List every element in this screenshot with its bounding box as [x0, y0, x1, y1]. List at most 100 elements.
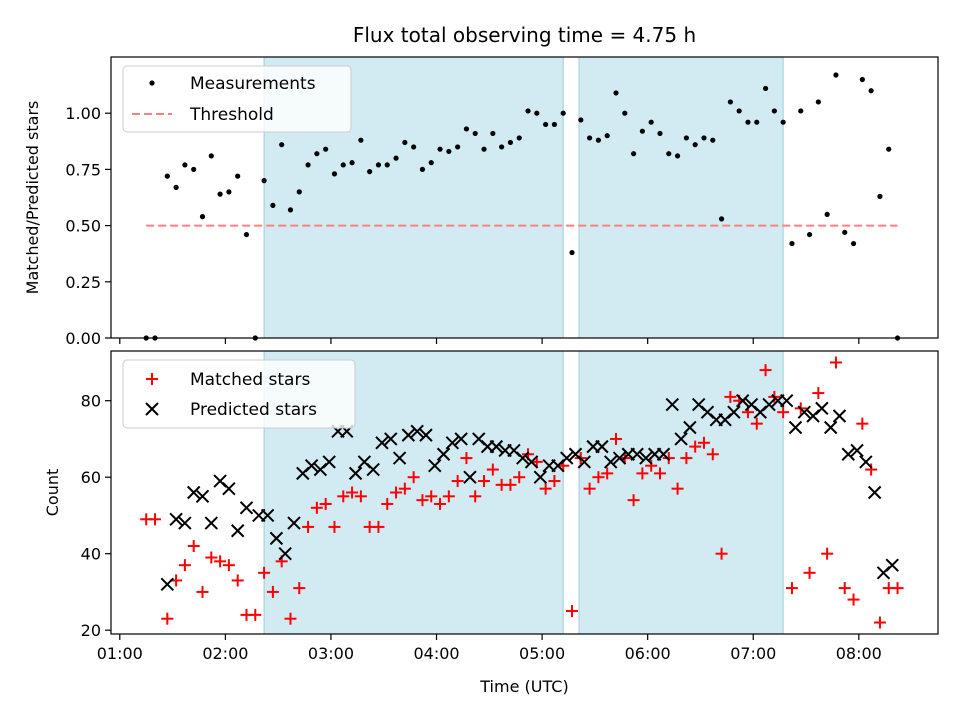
y-ticks: 20 40 60 80: [81, 392, 111, 640]
matched-point: [513, 471, 526, 484]
matched-point: [328, 520, 341, 533]
matched-point: [337, 490, 350, 503]
y-tick-label: 60: [81, 468, 101, 487]
predicted-point: [304, 459, 319, 473]
shaded-interval: [579, 351, 784, 634]
predicted-point: [656, 447, 671, 461]
data-point: [780, 119, 786, 125]
data-point: [622, 110, 628, 116]
data-point: [789, 240, 795, 247]
matched-point: [302, 520, 315, 533]
data-point: [736, 108, 742, 114]
matched-point: [266, 585, 279, 598]
matched-point: [671, 482, 684, 495]
data-point: [886, 146, 892, 152]
data-point: [657, 130, 663, 137]
data-point: [182, 162, 188, 168]
data-point: [446, 148, 452, 155]
y-tick-label: 0.00: [65, 329, 101, 348]
x-ticks: [119, 338, 860, 344]
legend: Measurements Threshold: [122, 65, 352, 133]
data-point: [525, 108, 531, 114]
matched-point: [609, 432, 622, 445]
data-point: [199, 214, 206, 220]
x-tick-label: 02:00: [202, 644, 248, 663]
data-point: [639, 128, 645, 134]
data-point: [806, 231, 813, 238]
data-point: [859, 76, 865, 83]
count-points: [140, 356, 904, 629]
data-point: [305, 162, 311, 168]
matched-point: [812, 387, 825, 400]
y-tick-label: 80: [81, 392, 101, 411]
predicted-point: [489, 439, 504, 454]
matched-point: [398, 482, 411, 495]
plot-frame: [110, 350, 939, 635]
matched-point: [873, 616, 886, 629]
predicted-point: [260, 508, 275, 523]
legend-box: [122, 359, 356, 429]
legend-label-matched: Matched stars: [190, 370, 310, 390]
data-point: [842, 229, 848, 235]
predicted-point: [348, 466, 363, 481]
chart-title: Flux total observing time = 4.75 h: [353, 23, 696, 47]
data-point: [798, 108, 804, 114]
data-point: [604, 133, 610, 139]
matched-point: [460, 452, 473, 465]
predicted-point: [560, 451, 574, 465]
legend-box: [122, 65, 352, 133]
y-tick-label: 20: [81, 621, 101, 640]
matched-point: [504, 478, 517, 491]
data-point: [393, 155, 399, 161]
matched-point: [759, 364, 772, 377]
matched-point: [222, 559, 235, 572]
matched-point: [469, 490, 482, 503]
matched-point: [346, 486, 359, 499]
predicted-point: [401, 428, 416, 442]
data-point: [674, 153, 681, 159]
data-point: [718, 216, 725, 222]
legend-plus-marker: [146, 373, 158, 385]
x-tick-label: 06:00: [625, 644, 671, 663]
matched-point: [539, 482, 552, 495]
data-point: [331, 171, 338, 177]
data-point: [710, 137, 716, 143]
data-point: [666, 151, 672, 157]
matched-point: [249, 608, 262, 621]
matched-point: [214, 555, 227, 568]
x-tick-label: 08:00: [836, 644, 882, 663]
ratio-panel: Flux total observing time = 4.75 h 0.000…: [23, 23, 939, 348]
matched-point: [785, 582, 798, 595]
x-tick-label: 07:00: [730, 644, 776, 663]
data-point: [630, 151, 637, 157]
matched-point: [478, 475, 491, 488]
data-point: [516, 135, 522, 141]
data-point: [402, 139, 408, 146]
predicted-point: [419, 428, 433, 442]
data-point: [217, 191, 223, 197]
data-point: [287, 207, 294, 213]
predicted-point: [436, 447, 451, 461]
matched-point: [486, 463, 499, 476]
y-ticks: 0.00 0.25 0.50 0.75 1.00: [65, 104, 111, 348]
data-point: [235, 173, 241, 179]
data-point: [648, 119, 654, 125]
shaded-intervals: [263, 351, 784, 634]
data-point: [701, 135, 707, 141]
data-point: [208, 153, 214, 159]
matched-point: [196, 585, 209, 598]
predicted-point: [735, 394, 750, 408]
data-point: [164, 173, 170, 179]
predicted-point: [867, 485, 882, 500]
data-point: [833, 72, 839, 78]
predicted-point: [815, 401, 829, 416]
data-point: [771, 108, 777, 114]
matched-point: [689, 440, 702, 453]
matched-point: [750, 417, 763, 430]
predicted-point: [762, 397, 776, 412]
matched-point: [284, 612, 297, 625]
predicted-point: [278, 546, 292, 561]
shaded-interval: [579, 57, 784, 338]
